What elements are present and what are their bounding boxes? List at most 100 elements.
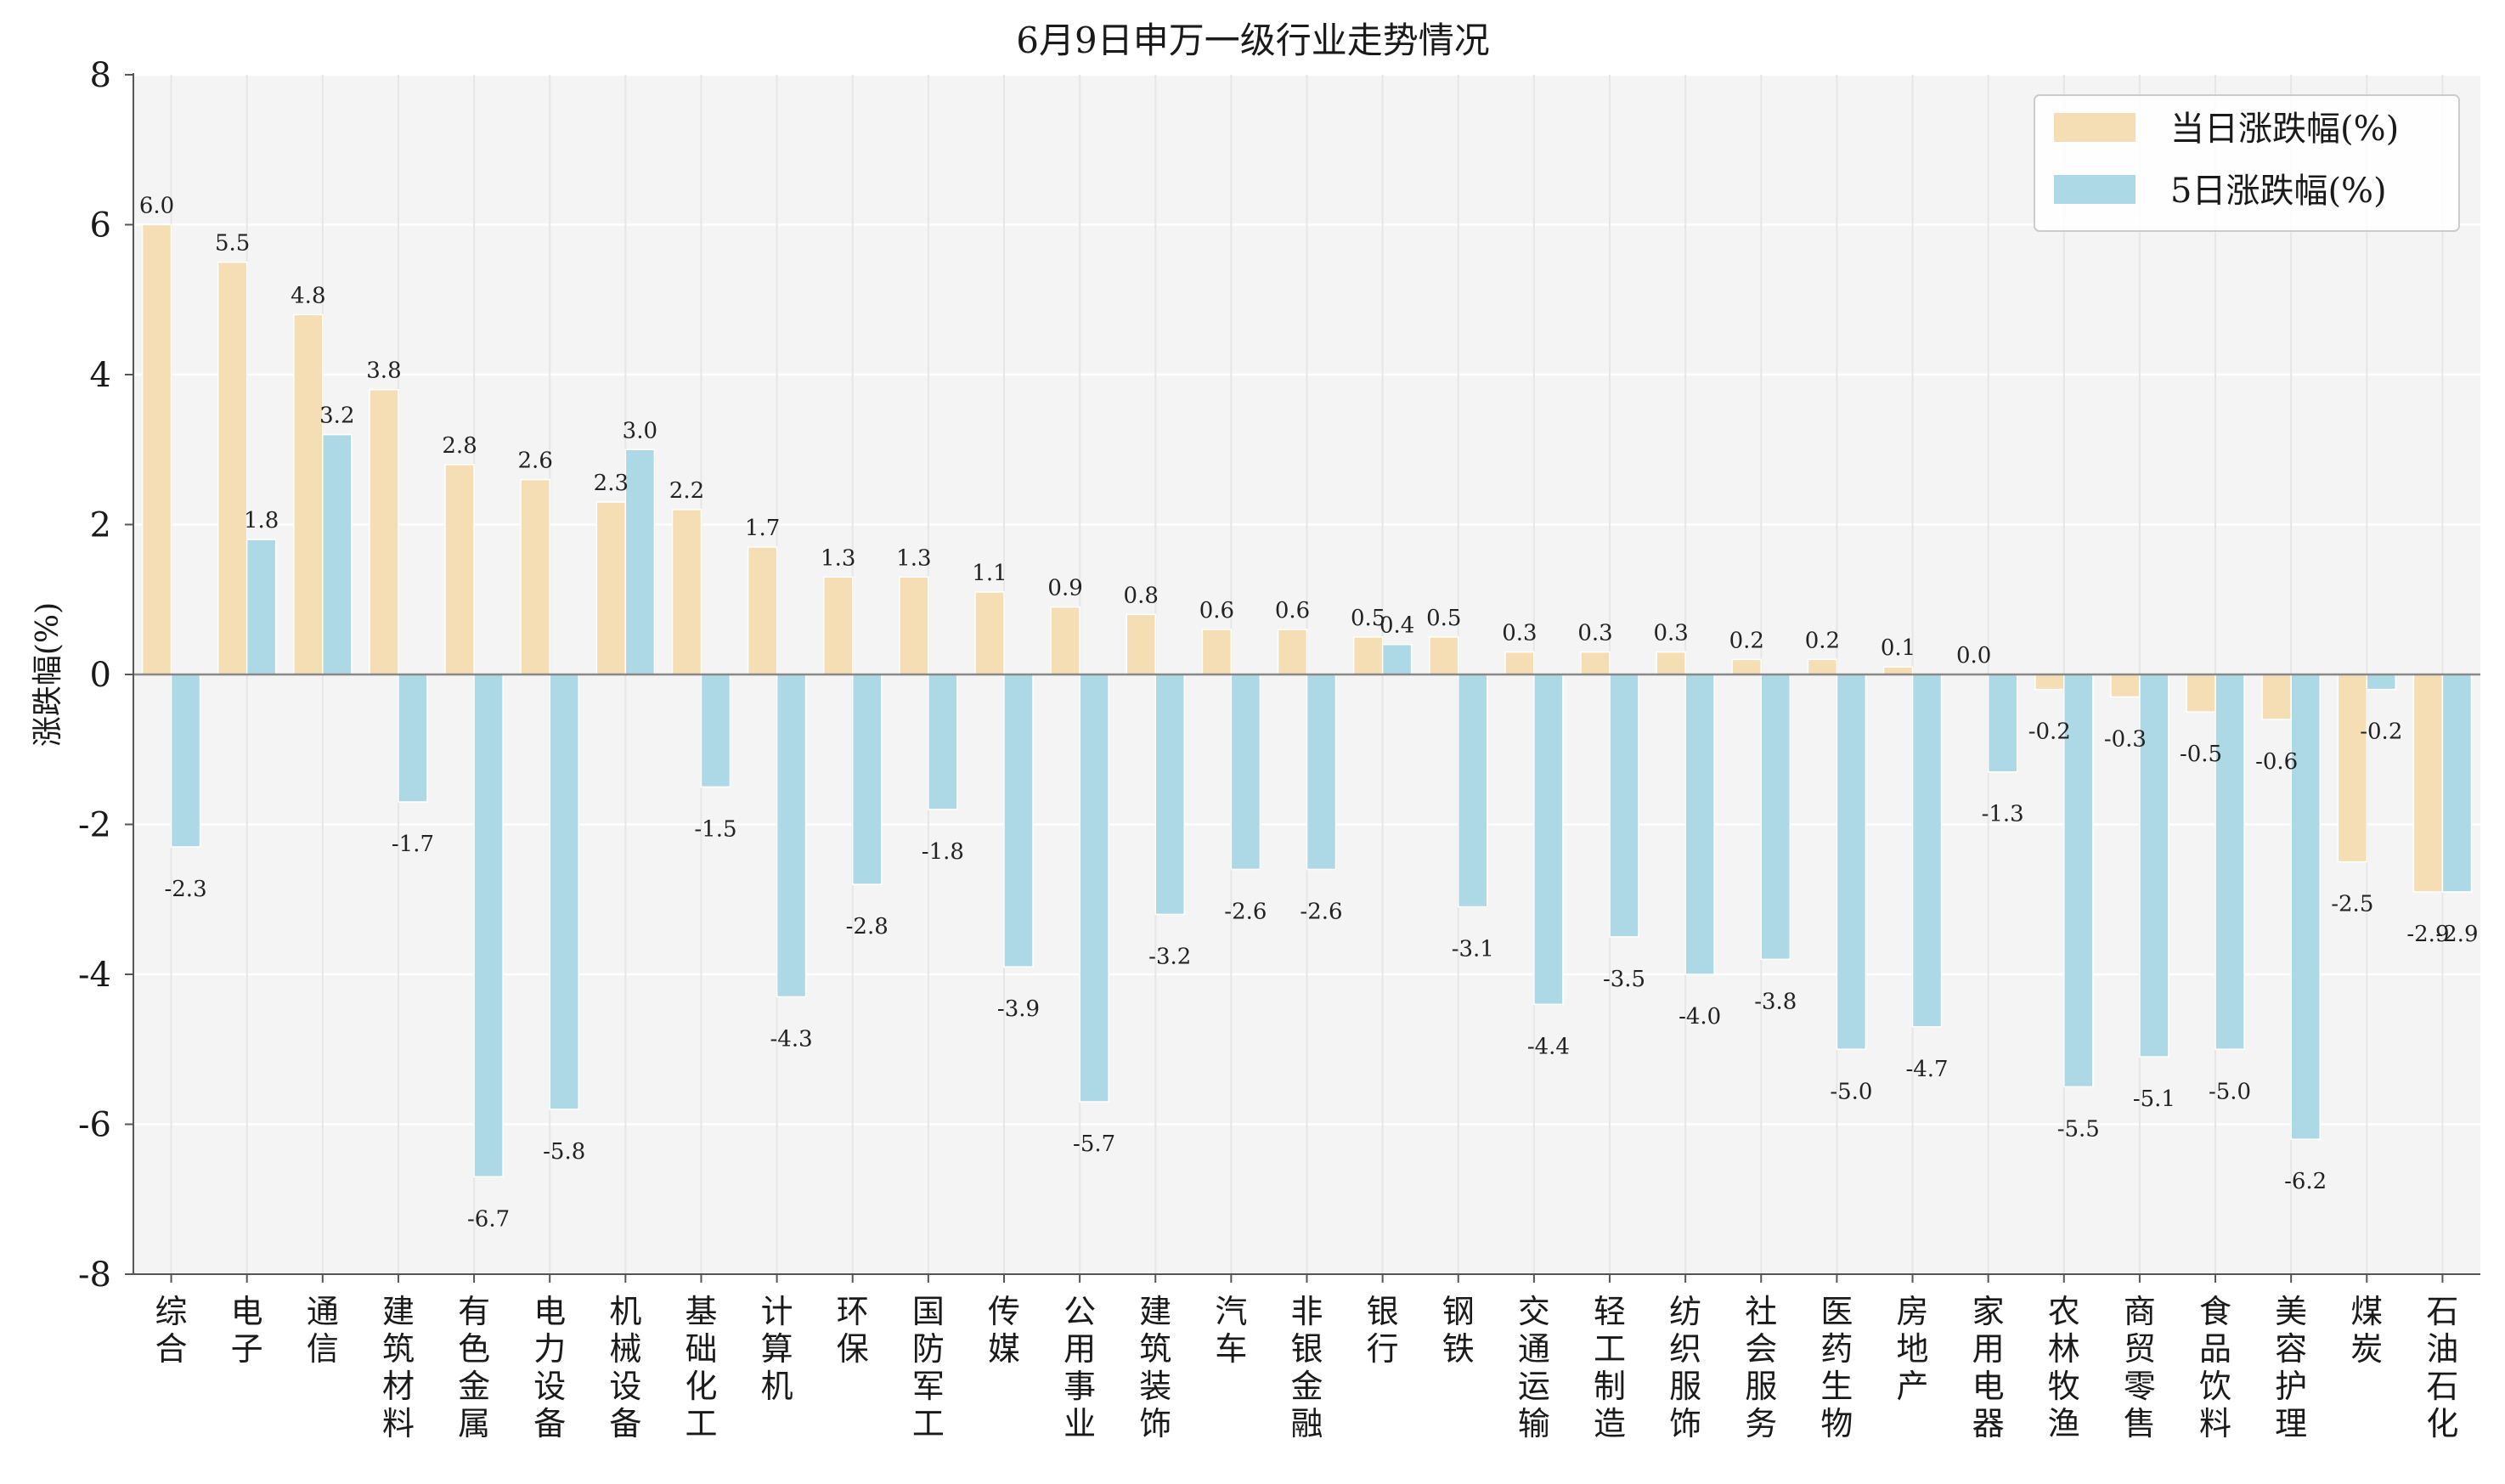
bar-5day bbox=[851, 674, 883, 885]
y-tick-label: 8 bbox=[90, 56, 111, 95]
x-tick-label: 基础化工 bbox=[685, 1293, 717, 1442]
data-label: 2.8 bbox=[442, 433, 477, 459]
y-tick-label: 6 bbox=[90, 206, 111, 245]
y-tick-label: 4 bbox=[90, 356, 111, 395]
y-tick-label: -2 bbox=[78, 806, 111, 845]
data-label: -2.8 bbox=[846, 914, 889, 939]
data-label: -2.3 bbox=[164, 877, 206, 902]
x-tick-label: 农林牧渔 bbox=[2048, 1293, 2080, 1442]
x-tick-label: 机械设备 bbox=[609, 1293, 641, 1442]
bar-5day bbox=[549, 674, 579, 1110]
data-label: -2.6 bbox=[1224, 899, 1267, 924]
bar-5day bbox=[473, 674, 504, 1178]
bar-5day bbox=[398, 674, 428, 803]
y-axis-ticks: 8 6 4 2 0 -2 -4 -6 -8 bbox=[78, 56, 133, 1295]
data-label: -0.2 bbox=[2028, 719, 2071, 745]
bar-5day bbox=[170, 674, 201, 848]
x-tick-label: 食品饮料 bbox=[2199, 1293, 2231, 1442]
bar-5day bbox=[1381, 643, 1413, 675]
data-label: -2.6 bbox=[1300, 899, 1342, 924]
legend-swatch-daily bbox=[2054, 113, 2135, 142]
y-axis-label: 涨跌幅(%) bbox=[31, 602, 65, 747]
bar-5day bbox=[2366, 674, 2397, 691]
x-tick-label: 钢铁 bbox=[1442, 1293, 1475, 1368]
x-tick-label: 有色金属 bbox=[458, 1293, 490, 1442]
data-label: 0.8 bbox=[1124, 583, 1159, 608]
data-label: -5.5 bbox=[2057, 1116, 2100, 1142]
data-label: -3.8 bbox=[1754, 989, 1797, 1014]
bar-5day bbox=[2290, 674, 2321, 1140]
bar-5day bbox=[2063, 674, 2094, 1088]
data-label: -4.7 bbox=[1905, 1057, 1948, 1082]
bar-daily bbox=[1580, 651, 1611, 675]
legend-label-daily: 当日涨跌幅(%) bbox=[2170, 110, 2399, 149]
bar-daily bbox=[1352, 636, 1384, 675]
bar-5day bbox=[2214, 674, 2245, 1050]
legend: 当日涨跌幅(%) 5日涨跌幅(%) bbox=[2034, 94, 2460, 232]
data-label: -6.2 bbox=[2284, 1169, 2327, 1194]
data-label: 1.7 bbox=[745, 516, 780, 541]
data-label: 0.3 bbox=[1653, 621, 1688, 646]
bar-daily bbox=[1504, 651, 1535, 675]
bar-daily bbox=[2186, 674, 2216, 713]
bar-daily bbox=[444, 464, 475, 675]
x-tick-label: 银行 bbox=[1367, 1293, 1399, 1368]
x-tick-label: 建筑装饰 bbox=[1139, 1293, 1171, 1442]
x-tick-label: 交通运输 bbox=[1518, 1293, 1550, 1442]
x-tick-label: 轻工制造 bbox=[1594, 1293, 1626, 1442]
data-label: -0.6 bbox=[2255, 749, 2298, 775]
bar-daily bbox=[1126, 613, 1156, 675]
data-label: 3.2 bbox=[319, 403, 354, 429]
data-label: 0.2 bbox=[1729, 628, 1764, 653]
bar-daily bbox=[671, 509, 702, 675]
x-tick-label: 电力设备 bbox=[533, 1293, 566, 1442]
x-tick-label: 综合 bbox=[155, 1293, 188, 1368]
x-tick-label: 电子 bbox=[231, 1293, 263, 1368]
bar-daily bbox=[1050, 606, 1080, 675]
bar-daily bbox=[1731, 658, 1763, 675]
bar-daily bbox=[1882, 666, 1914, 675]
data-label: -2.5 bbox=[2331, 892, 2373, 917]
data-label: -4.0 bbox=[1678, 1004, 1721, 1030]
bar-daily bbox=[747, 546, 778, 675]
x-tick-label: 美容护理 bbox=[2275, 1293, 2307, 1442]
x-tick-label: 社会服务 bbox=[1745, 1293, 1777, 1442]
bar-5day bbox=[1306, 674, 1337, 871]
data-labels: 6.0 5.5 4.8 3.8 2.8 2.6 2.3 2.2 1.7 1.3 1.3 1.1 0.9 0… bbox=[139, 194, 2479, 1233]
data-label: 0.4 bbox=[1379, 613, 1414, 639]
data-label: -3.9 bbox=[997, 996, 1040, 1022]
x-tick-label: 纺织服饰 bbox=[1669, 1293, 1701, 1442]
data-label: -6.7 bbox=[467, 1206, 510, 1232]
x-tick-label: 传媒 bbox=[988, 1293, 1020, 1368]
x-tick-label: 环保 bbox=[837, 1293, 869, 1368]
data-label: 0.1 bbox=[1881, 635, 1915, 661]
bar-5day bbox=[700, 674, 731, 788]
data-label: 4.8 bbox=[291, 283, 325, 308]
x-tick-label: 计算机 bbox=[761, 1293, 793, 1405]
x-tick-label: 通信 bbox=[307, 1293, 339, 1368]
y-tick-label: 0 bbox=[90, 656, 111, 695]
bar-daily bbox=[2034, 674, 2065, 691]
x-tick-label: 公用事业 bbox=[1063, 1293, 1096, 1442]
legend-swatch-5day bbox=[2054, 175, 2135, 204]
data-label: -4.3 bbox=[770, 1026, 813, 1052]
legend-box bbox=[2034, 94, 2460, 232]
bar-5day bbox=[1911, 674, 1943, 1028]
data-label: -5.0 bbox=[2209, 1079, 2251, 1104]
x-tick-label: 医药生物 bbox=[1820, 1293, 1853, 1442]
data-label: 2.2 bbox=[669, 478, 704, 504]
bar-5day bbox=[1533, 674, 1564, 1006]
bar-daily bbox=[974, 591, 1005, 675]
data-label: -3.1 bbox=[1452, 937, 1494, 962]
data-label: -0.3 bbox=[2104, 726, 2147, 752]
x-tick-label: 家用电器 bbox=[1972, 1293, 2005, 1442]
bar-daily bbox=[2110, 674, 2141, 698]
data-label: 1.3 bbox=[821, 545, 855, 571]
chart-title: 6月9日申万一级行业走势情况 bbox=[1016, 20, 1489, 61]
bar-5day bbox=[2441, 674, 2473, 893]
data-label: 1.8 bbox=[244, 508, 279, 533]
data-label: -2.9 bbox=[2435, 922, 2478, 947]
